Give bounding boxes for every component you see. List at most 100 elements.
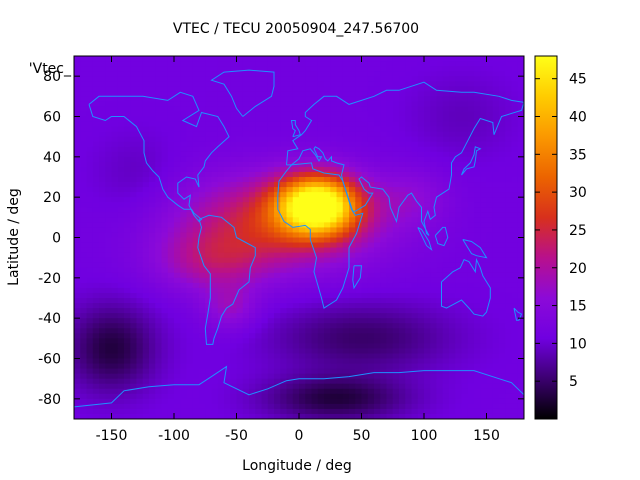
heatmap-cell [511,111,519,118]
heatmap-cell [305,388,313,395]
heatmap-cell [255,71,263,77]
heatmap-cell [286,348,294,355]
heatmap-cell [80,161,88,168]
heatmap-cell [342,242,350,249]
heatmap-cell [386,217,394,223]
heatmap-cell [117,398,125,405]
heatmap-cell [386,287,394,294]
heatmap-cell [367,91,375,97]
heatmap-cell [367,146,375,153]
heatmap-cell [249,212,256,218]
heatmap-cell [367,353,375,360]
heatmap-cell [167,192,175,198]
heatmap-cell [361,76,369,82]
heatmap-cell [161,161,169,168]
heatmap-cell [80,368,88,375]
heatmap-cell [336,378,344,385]
heatmap-cell [299,328,306,334]
heatmap-cell [111,388,119,395]
heatmap-cell [105,247,113,254]
heatmap-cell [86,348,94,355]
heatmap-cell [136,111,144,118]
heatmap-cell [442,232,450,239]
heatmap-cell [105,202,113,208]
heatmap-cell [499,106,506,113]
heatmap-cell [442,348,450,355]
heatmap-cell [249,207,256,213]
heatmap-cell [124,217,131,223]
heatmap-cell [136,262,144,269]
heatmap-cell [317,71,325,77]
heatmap-cell [149,212,156,218]
heatmap-cell [174,156,181,163]
heatmap-cell [180,86,188,92]
heatmap-cell [161,378,169,385]
heatmap-cell [349,252,356,259]
heatmap-cell [492,177,500,183]
heatmap-cell [499,252,506,259]
heatmap-cell [405,166,413,173]
heatmap-cell [349,348,356,355]
heatmap-cell [230,398,238,405]
heatmap-cell [117,232,125,239]
heatmap-cell [255,252,263,259]
heatmap-cell [424,121,431,128]
heatmap-cell [261,298,269,304]
heatmap-cell [492,161,500,168]
heatmap-cell [186,338,194,344]
heatmap-cell [417,303,425,309]
heatmap-cell [149,262,156,269]
heatmap-cell [249,66,256,72]
heatmap-cell [480,232,488,239]
heatmap-cell [299,308,306,314]
heatmap-cell [167,358,175,365]
heatmap-cell [124,61,131,67]
heatmap-cell [174,166,181,173]
heatmap-cell [217,257,225,264]
heatmap-cell [74,151,81,158]
heatmap-cell [142,232,150,239]
heatmap-cell [455,333,463,339]
heatmap-cell [492,323,500,329]
heatmap-cell [355,333,363,339]
heatmap-cell [355,101,363,108]
heatmap-cell [267,333,275,339]
heatmap-cell [161,368,169,375]
heatmap-cell [417,86,425,92]
heatmap-cell [174,116,181,123]
heatmap-cell [461,328,469,334]
heatmap-cell [192,106,200,113]
heatmap-cell [124,151,131,158]
heatmap-cell [161,202,169,208]
heatmap-cell [292,298,300,304]
heatmap-cell [280,131,288,138]
heatmap-cell [299,56,306,62]
heatmap-cell [342,151,350,158]
heatmap-cell [274,227,281,234]
heatmap-cell [255,343,263,350]
heatmap-cell [117,403,125,410]
heatmap-cell [230,177,238,183]
heatmap-cell [411,393,419,400]
heatmap-cell [180,252,188,259]
heatmap-cell [424,76,431,82]
heatmap-cell [430,71,438,77]
heatmap-cell [411,131,419,138]
heatmap-cell [111,232,119,239]
heatmap-cell [280,202,288,208]
heatmap-cell [155,318,163,324]
heatmap-cell [249,363,256,370]
heatmap-cell [224,171,231,178]
heatmap-cell [324,156,331,163]
heatmap-cell [149,141,156,148]
heatmap-cell [286,126,294,133]
heatmap-cell [411,166,419,173]
heatmap-cell [367,61,375,67]
heatmap-cell [224,56,231,62]
heatmap-cell [199,111,206,118]
heatmap-cell [161,403,169,410]
heatmap-cell [224,111,231,118]
heatmap-cell [486,91,494,97]
heatmap-cell [92,292,100,299]
heatmap-cell [261,282,269,289]
